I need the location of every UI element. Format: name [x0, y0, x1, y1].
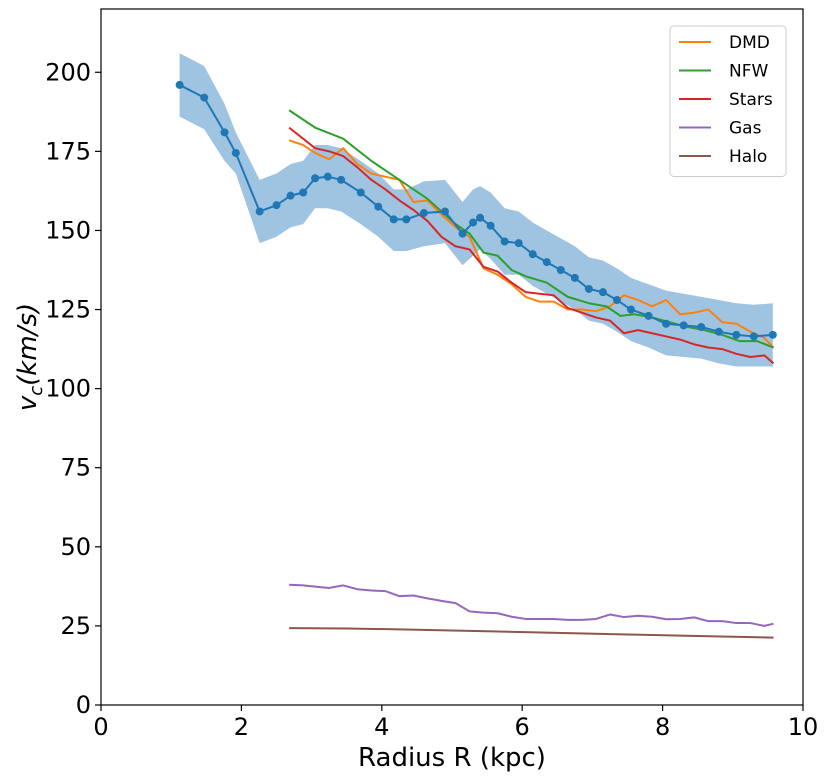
- series-line-stars: [288, 126, 775, 365]
- observed-point: [528, 250, 537, 259]
- plot-area-frame: [100, 8, 804, 706]
- y-tick-label: 175: [45, 137, 91, 165]
- observed-point: [679, 321, 688, 330]
- observed-point: [255, 207, 264, 216]
- observed-point: [389, 215, 398, 224]
- legend-box: [669, 25, 787, 177]
- observed-point: [356, 188, 365, 197]
- x-tick-label: 4: [374, 713, 389, 741]
- observed-point: [500, 237, 509, 246]
- observed-point: [323, 172, 332, 181]
- x-tick-label: 2: [234, 713, 249, 741]
- y-axis-title-units: (km/s): [13, 303, 43, 386]
- observed-point: [542, 258, 551, 267]
- legend-label-gas: Gas: [729, 119, 762, 139]
- observed-point: [299, 188, 308, 197]
- y-tick-label: 75: [60, 454, 91, 482]
- y-tick-label: 125: [45, 296, 91, 324]
- y-axis-title-symbol: v: [13, 395, 43, 411]
- observed-point: [175, 80, 184, 89]
- legend-label-halo: Halo: [729, 147, 767, 167]
- x-axis-ticks: 0 2 4 6 8 10: [93, 705, 818, 741]
- observed-point: [644, 311, 653, 320]
- observed-point: [514, 239, 523, 248]
- legend-label-dmd: DMD: [729, 33, 770, 53]
- observed-point: [231, 148, 240, 157]
- observed-point: [440, 207, 449, 216]
- observed-point: [374, 202, 383, 211]
- observed-point: [714, 327, 723, 336]
- y-tick-label: 0: [76, 691, 91, 719]
- y-tick-label: 200: [45, 58, 91, 86]
- observed-point: [220, 128, 229, 137]
- observed-point: [469, 218, 478, 227]
- observed-point: [662, 319, 671, 328]
- observed-uncertainty-band: [179, 53, 773, 367]
- observed-uncertainty-band-layer: [179, 53, 773, 367]
- x-tick-label: 6: [515, 713, 530, 741]
- legend-label-stars: Stars: [729, 90, 773, 110]
- observed-point: [476, 213, 485, 222]
- observed-point: [598, 288, 607, 297]
- observed-point: [768, 330, 777, 339]
- observed-point: [419, 209, 428, 218]
- y-tick-label: 50: [60, 533, 91, 561]
- legend: DMD NFW Stars Gas Halo: [669, 25, 787, 177]
- observed-point: [556, 266, 565, 274]
- observed-point: [272, 201, 281, 210]
- y-tick-label: 150: [45, 216, 91, 244]
- x-tick-label: 8: [655, 713, 670, 741]
- legend-label-nfw: NFW: [729, 62, 768, 82]
- y-tick-label: 25: [60, 612, 91, 640]
- series-line-dmd: [288, 139, 775, 349]
- x-axis-title: Radius R (kpc): [358, 743, 546, 773]
- y-axis-title: vc(km/s): [13, 303, 47, 411]
- observed-point: [732, 330, 741, 339]
- observed-point: [458, 229, 467, 238]
- y-axis-title-subscript: c: [26, 386, 47, 396]
- observed-point: [311, 174, 320, 183]
- observed-point: [612, 296, 621, 305]
- observed-point: [337, 175, 346, 184]
- observed-point: [627, 305, 636, 314]
- observed-point: [570, 273, 579, 282]
- observed-point: [402, 215, 411, 224]
- observed-point: [749, 332, 758, 341]
- observed-point: [286, 191, 295, 200]
- y-tick-label: 100: [45, 375, 91, 403]
- series-line-gas: [289, 583, 774, 627]
- observed-point: [584, 284, 593, 293]
- observed-point: [697, 322, 706, 331]
- y-axis-ticks: 0 25 50 75 100 125 150 175 200: [45, 58, 101, 719]
- x-tick-label: 10: [788, 713, 819, 741]
- observed-point: [200, 93, 209, 102]
- x-tick-label: 0: [93, 713, 108, 741]
- observed-point: [486, 221, 495, 230]
- series-line-halo: [289, 627, 774, 639]
- observed-series-layer: [175, 80, 777, 341]
